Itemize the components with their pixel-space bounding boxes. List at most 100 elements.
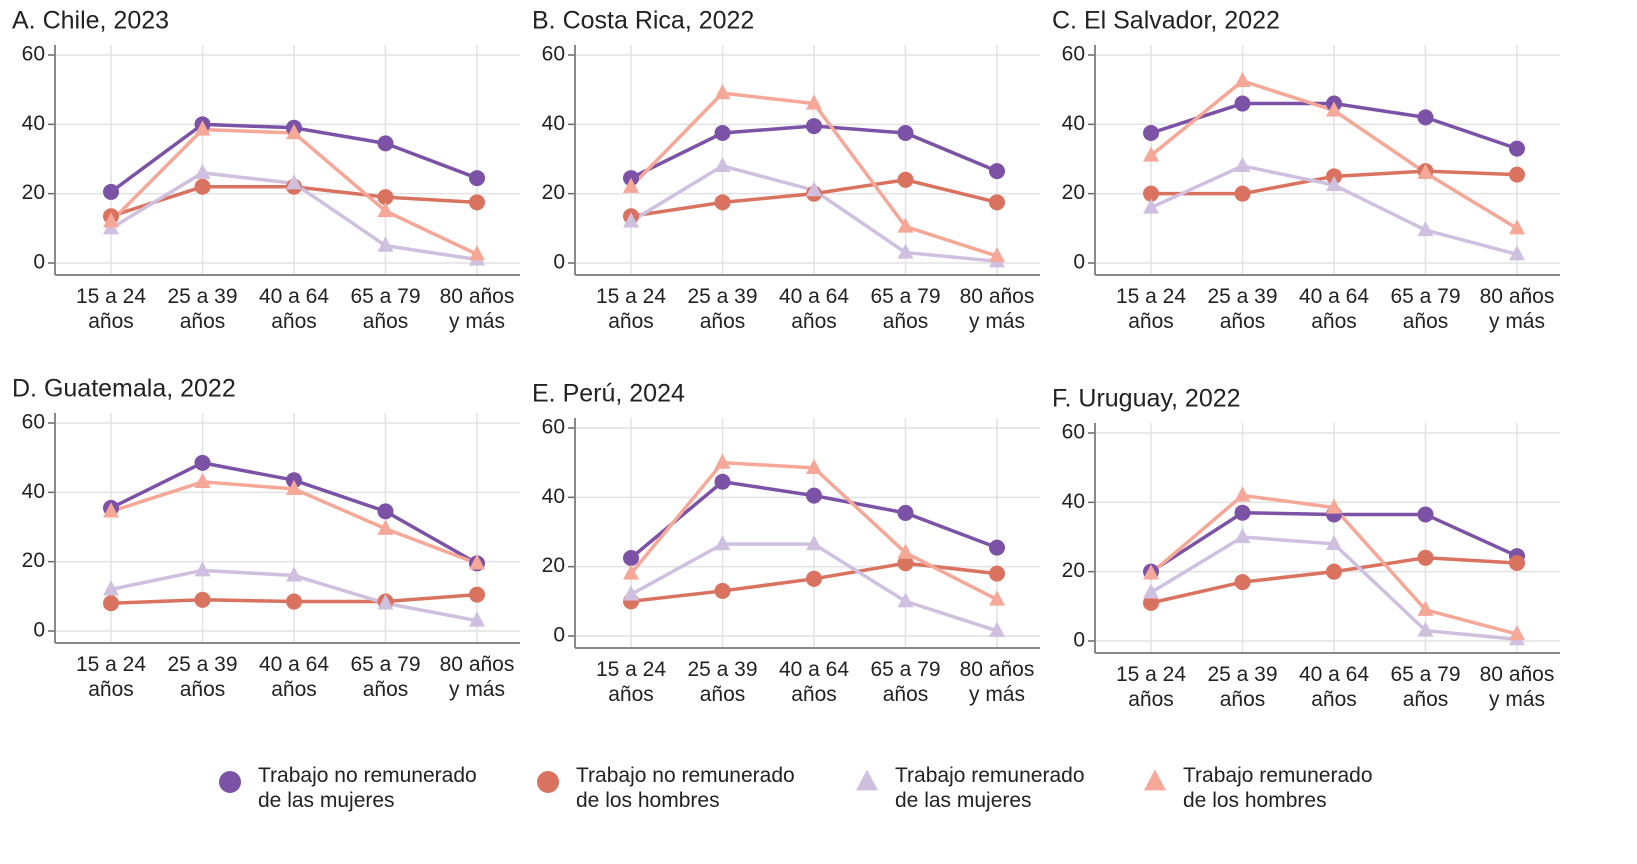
y-tick-label: 40	[542, 485, 565, 508]
data-point	[1509, 624, 1525, 641]
data-point	[714, 473, 731, 490]
data-point	[286, 593, 302, 610]
data-point	[1417, 163, 1434, 179]
x-tick-label: 65 a 79 años	[870, 285, 940, 333]
y-tick-label: 20	[542, 181, 565, 204]
data-point	[469, 554, 485, 570]
data-point	[714, 125, 731, 141]
data-point	[989, 565, 1005, 582]
data-point	[806, 118, 822, 135]
data-point	[469, 611, 485, 627]
x-tick-label: 15 a 24 años	[76, 285, 146, 333]
data-point	[469, 194, 485, 211]
y-tick-label: 60	[1062, 43, 1085, 66]
data-point	[103, 502, 119, 518]
x-tick-label: 65 a 79 años	[1390, 663, 1460, 711]
x-tick-label: 25 a 39 años	[167, 285, 237, 333]
data-point	[806, 94, 822, 110]
legend-marker	[219, 771, 241, 793]
data-point	[989, 246, 1005, 263]
data-point	[1234, 185, 1251, 202]
y-tick-label: 60	[1062, 421, 1085, 444]
x-tick-label: 25 a 39 años	[1207, 285, 1277, 333]
data-point	[1326, 175, 1342, 192]
x-tick-label: 15 a 24 años	[1116, 663, 1186, 711]
data-point	[286, 123, 302, 140]
data-point	[1234, 574, 1251, 591]
data-point	[194, 472, 211, 489]
data-point	[1509, 166, 1525, 183]
x-tick-label: 80 años y más	[440, 285, 515, 333]
data-point	[623, 212, 639, 228]
data-point	[714, 535, 731, 551]
x-tick-label: 65 a 79 años	[350, 285, 420, 333]
data-point	[897, 171, 914, 188]
data-point	[1326, 498, 1342, 514]
x-tick-label: 15 a 24 años	[596, 285, 666, 333]
y-tick-label: 0	[1073, 251, 1085, 274]
panel-title: F. Uruguay, 2022	[1052, 385, 1241, 413]
data-point	[103, 212, 119, 228]
data-point	[1417, 549, 1434, 566]
y-tick-label: 60	[542, 43, 565, 66]
data-point	[1234, 486, 1251, 502]
legend-label: Trabajo no remunerado de las mujeres	[258, 764, 477, 812]
x-tick-label: 15 a 24 años	[596, 658, 666, 706]
x-tick-label: 40 a 64 años	[779, 658, 849, 706]
y-tick-label: 40	[1062, 490, 1085, 513]
data-point	[1143, 185, 1159, 202]
data-point	[1143, 594, 1159, 611]
data-point	[1143, 198, 1159, 214]
data-point	[989, 163, 1005, 180]
y-tick-label: 60	[22, 43, 45, 66]
panel-title: E. Perú, 2024	[532, 380, 685, 408]
data-point	[897, 543, 914, 559]
data-point	[469, 586, 485, 603]
data-point	[1143, 583, 1159, 599]
x-tick-label: 25 a 39 años	[167, 653, 237, 701]
data-point	[623, 177, 639, 193]
x-tick-label: 25 a 39 años	[687, 658, 757, 706]
data-point	[1143, 564, 1159, 580]
x-tick-label: 40 a 64 años	[779, 285, 849, 333]
data-point	[1509, 555, 1525, 571]
data-point	[194, 178, 211, 195]
data-point	[1509, 245, 1525, 261]
data-point	[377, 594, 394, 610]
data-point	[806, 535, 822, 551]
data-point	[1143, 125, 1159, 141]
data-point	[1143, 146, 1159, 162]
x-tick-label: 80 años y más	[960, 285, 1035, 333]
data-point	[897, 125, 914, 141]
data-point	[897, 555, 914, 572]
x-tick-label: 65 a 79 años	[1390, 285, 1460, 333]
data-point	[377, 201, 394, 218]
x-tick-label: 25 a 39 años	[687, 285, 757, 333]
data-point	[897, 243, 914, 259]
x-tick-label: 40 a 64 años	[259, 653, 329, 701]
data-point	[806, 181, 822, 197]
data-point	[103, 580, 119, 596]
data-point	[714, 156, 731, 173]
y-tick-label: 40	[22, 112, 45, 135]
data-point	[1326, 563, 1342, 580]
y-tick-label: 60	[22, 411, 45, 434]
x-tick-label: 40 a 64 años	[259, 285, 329, 333]
legend-marker	[537, 771, 559, 793]
data-point	[469, 170, 485, 187]
data-point	[623, 585, 639, 601]
data-point	[286, 566, 302, 582]
x-tick-label: 15 a 24 años	[1116, 285, 1186, 333]
y-tick-label: 20	[22, 181, 45, 204]
x-tick-label: 40 a 64 años	[1299, 285, 1369, 333]
data-point	[377, 135, 394, 152]
data-point	[194, 163, 211, 179]
data-point	[1417, 109, 1434, 126]
x-tick-label: 65 a 79 años	[870, 658, 940, 706]
panel-title: A. Chile, 2023	[12, 7, 169, 35]
x-tick-label: 65 a 79 años	[350, 653, 420, 701]
data-point	[1234, 95, 1251, 112]
data-point	[1234, 527, 1251, 544]
y-tick-label: 0	[553, 251, 565, 274]
